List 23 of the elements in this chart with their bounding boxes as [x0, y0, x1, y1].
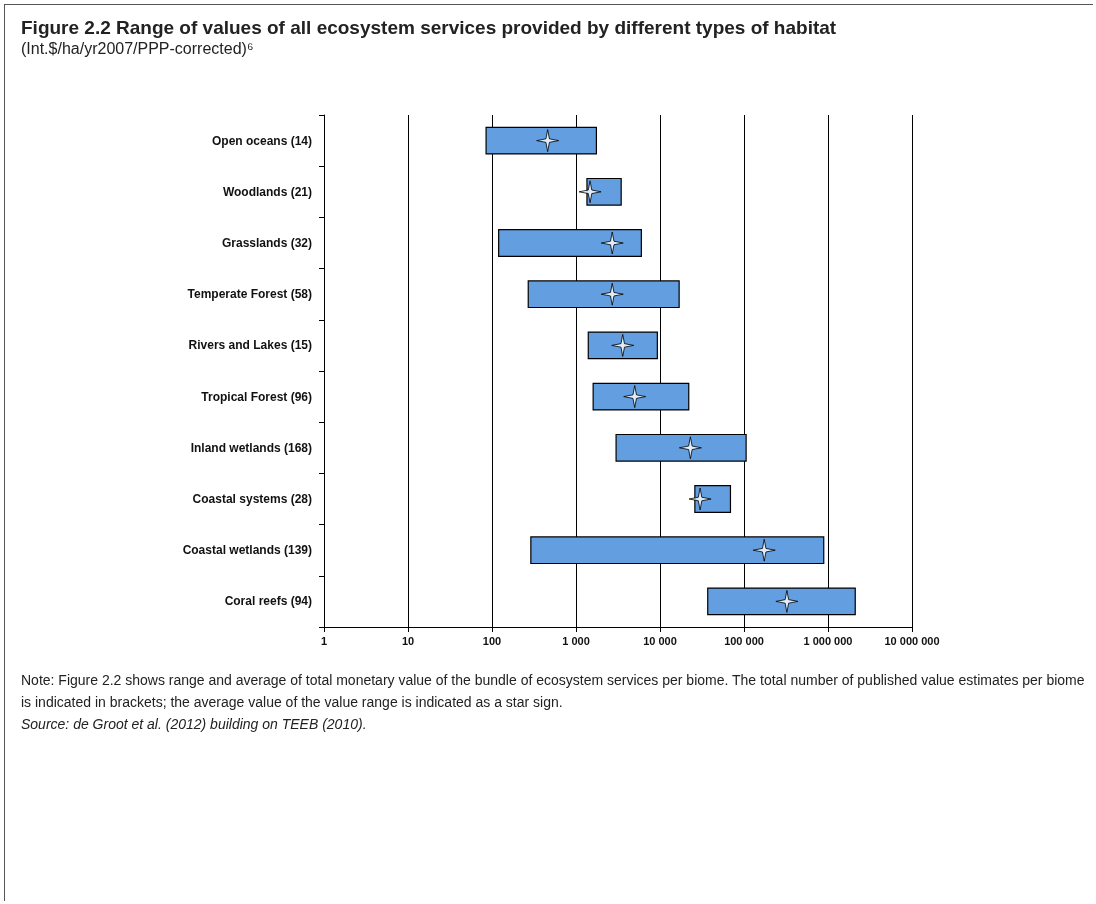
- chart-title: Figure 2.2 Range of values of all ecosystem services provided by different types of habitat: [21, 17, 837, 39]
- y-tick-label: Open oceans (14): [211, 133, 312, 148]
- x-tick-label: 100 000: [724, 634, 764, 647]
- text: Note: Figure 2.2 shows range and average of total monetary value of the bundle of ecosystem services per biome. The total number of published value estimates per biome is indicated in brackets; the average value of the value range is indicated as a star sign.: [21, 671, 1086, 712]
- y-tick-label: Coastal systems (28): [192, 492, 312, 506]
- y-tick-label: Rivers and Lakes (15): [188, 338, 312, 353]
- text: (Int.$/ha/yr2007/PPP-corrected)⁶: [21, 40, 254, 58]
- y-tick-label: Tropical Forest (96): [201, 389, 312, 404]
- x-tick-label: 10: [401, 634, 415, 647]
- y-tick-label: Woodlands (21): [222, 184, 312, 199]
- bar: [587, 331, 658, 360]
- x-tick-label: 1: [320, 634, 328, 647]
- source-note: Source: de Groot et al. (2012) building on TEEB (2010).: [21, 715, 368, 734]
- x-tick-label: 10 000: [643, 634, 677, 647]
- y-tick-label: Coastal wetlands (139): [182, 543, 312, 558]
- y-tick-label: Inland wetlands (168): [190, 440, 312, 455]
- x-tick-label: 1 000 000: [803, 634, 853, 647]
- y-tick-label: Coral reefs (94): [224, 594, 312, 609]
- y-tick-label: Temperate Forest (58): [187, 287, 312, 302]
- y-tick-label: Grasslands (32): [221, 236, 312, 250]
- x-tick-label: 10 000 000: [884, 634, 940, 647]
- x-tick-label: 100: [482, 634, 502, 647]
- x-tick-label: 1 000: [562, 634, 590, 647]
